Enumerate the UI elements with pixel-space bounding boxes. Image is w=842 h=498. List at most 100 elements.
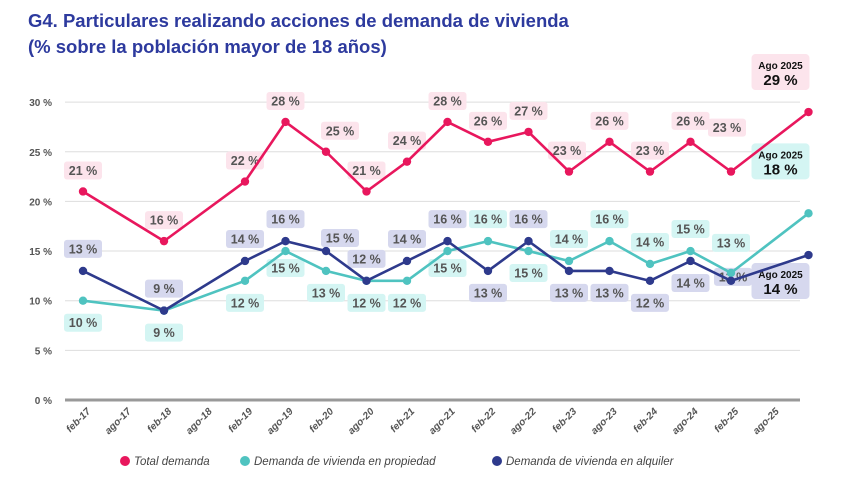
data-label: 25 % xyxy=(326,124,355,138)
data-point xyxy=(78,296,88,305)
last-value-box xyxy=(751,143,810,180)
data-label-bg xyxy=(307,283,345,302)
data-label: 12 % xyxy=(231,296,260,310)
legend-marker xyxy=(240,456,250,466)
x-tick-label: feb-25 xyxy=(713,406,742,435)
data-label: 15 % xyxy=(514,267,543,281)
chart-title: G4. Particulares realizando acciones de … xyxy=(28,10,569,31)
x-tick-label: feb-24 xyxy=(632,406,661,435)
x-tick-label: feb-19 xyxy=(227,406,256,435)
data-label-bg xyxy=(671,273,710,292)
data-label-bg xyxy=(708,118,746,137)
data-label-bg xyxy=(388,293,426,312)
series-line-2 xyxy=(82,239,809,312)
data-point xyxy=(402,276,412,286)
data-label-bg xyxy=(590,210,629,229)
data-point xyxy=(78,266,88,276)
data-point xyxy=(483,266,493,276)
data-label-bg xyxy=(550,283,588,302)
data-label-bg xyxy=(550,229,588,248)
data-label: 13 % xyxy=(69,242,98,256)
data-label-bg xyxy=(266,91,305,110)
data-label-bg xyxy=(266,259,305,278)
legend-label: Demanda de vivienda en propiedad xyxy=(254,456,436,468)
data-label: 28 % xyxy=(271,94,300,108)
last-value-label: 14 % xyxy=(763,281,797,298)
data-point xyxy=(804,107,813,117)
x-tick-label: feb-23 xyxy=(551,406,580,435)
series-line-1 xyxy=(82,212,810,312)
data-label: 14 % xyxy=(555,232,584,246)
legend-marker xyxy=(492,456,502,466)
data-label-bg xyxy=(631,141,669,160)
data-label-bg xyxy=(428,91,467,110)
data-label-bg xyxy=(347,293,386,312)
data-label-bg xyxy=(590,283,629,302)
last-value-box xyxy=(751,54,810,91)
data-point xyxy=(483,137,493,147)
data-point xyxy=(78,187,88,196)
legend-marker xyxy=(120,456,130,466)
data-point xyxy=(726,167,736,176)
data-point xyxy=(524,236,533,246)
data-point xyxy=(402,157,412,166)
data-point xyxy=(321,266,331,276)
y-tick-label: 0 % xyxy=(35,396,52,407)
data-label-bg xyxy=(428,259,467,278)
data-label: 9 % xyxy=(153,282,175,296)
last-value-label: 18 % xyxy=(763,161,797,178)
data-label: 13 % xyxy=(474,286,503,300)
data-label: 21 % xyxy=(352,164,381,178)
data-label-bg xyxy=(388,131,426,150)
data-label-bg xyxy=(145,323,183,342)
data-label: 15 % xyxy=(326,232,355,246)
data-label: 26 % xyxy=(474,114,503,128)
x-tick-label: ago-23 xyxy=(589,406,620,437)
data-point xyxy=(281,117,290,127)
data-label: 16 % xyxy=(595,213,624,227)
data-label-bg xyxy=(631,293,669,312)
data-label: 26 % xyxy=(676,114,705,128)
last-value-heading: Ago 2025 xyxy=(758,270,803,281)
data-point xyxy=(524,246,533,256)
data-point xyxy=(726,276,736,286)
y-tick-label: 25 % xyxy=(29,148,52,159)
data-label: 9 % xyxy=(153,326,175,340)
data-label-bg xyxy=(714,267,752,286)
data-label: 23 % xyxy=(636,144,665,158)
data-label-bg xyxy=(145,279,183,298)
data-point xyxy=(605,137,614,147)
x-tick-label: feb-18 xyxy=(146,406,175,435)
x-tick-label: ago-25 xyxy=(751,406,782,437)
data-point xyxy=(804,209,813,218)
data-point xyxy=(605,236,614,246)
data-label: 16 % xyxy=(271,213,300,227)
data-label: 14 % xyxy=(393,232,422,246)
data-label: 15 % xyxy=(433,262,462,276)
data-point xyxy=(686,137,695,147)
data-label-bg xyxy=(347,161,386,180)
data-point xyxy=(804,250,813,260)
data-point xyxy=(321,147,331,156)
x-tick-label: ago-17 xyxy=(103,406,134,437)
x-tick-label: feb-21 xyxy=(389,406,418,435)
data-label-bg xyxy=(64,239,102,258)
data-label-bg xyxy=(590,111,629,130)
data-label-bg xyxy=(428,210,467,229)
data-label-bg xyxy=(266,210,305,229)
data-label: 21 % xyxy=(69,164,98,178)
data-point xyxy=(240,177,250,186)
data-label-bg xyxy=(388,229,426,248)
series-line-0 xyxy=(82,110,810,243)
data-label: 16 % xyxy=(514,213,543,227)
x-tick-label: feb-22 xyxy=(470,406,499,435)
data-point xyxy=(726,268,736,278)
data-label: 13 % xyxy=(555,286,584,300)
data-label-bg xyxy=(145,211,183,230)
data-point xyxy=(564,256,574,266)
y-tick-label: 5 % xyxy=(35,346,52,357)
y-tick-label: 15 % xyxy=(29,247,52,258)
data-label-bg xyxy=(509,264,548,283)
data-label: 12 % xyxy=(352,296,381,310)
